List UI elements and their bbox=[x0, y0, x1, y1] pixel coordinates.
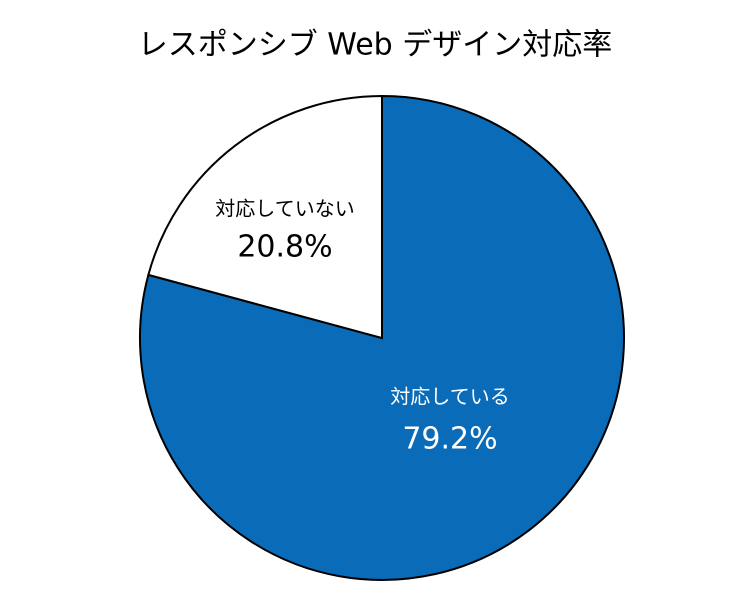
pie-slice bbox=[139, 94, 625, 581]
slice-category-label: 対応していない bbox=[215, 197, 354, 221]
slice-value-label: 79.2% bbox=[402, 422, 497, 457]
chart-title: レスポンシブ Web デザイン対応率 bbox=[138, 28, 612, 63]
slice-category-label: 対応している bbox=[390, 385, 509, 409]
slice-value-label: 20.8% bbox=[237, 230, 332, 265]
pie-slice bbox=[147, 94, 383, 340]
